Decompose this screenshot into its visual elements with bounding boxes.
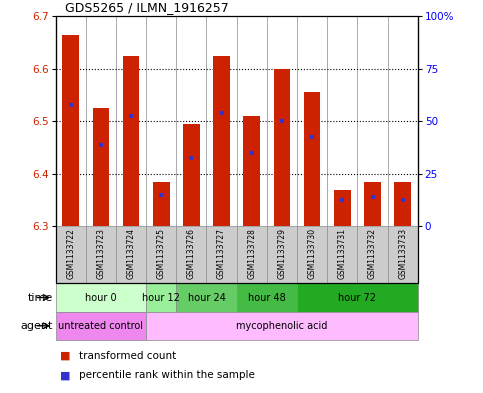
Text: hour 0: hour 0 — [85, 292, 116, 303]
Text: GSM1133722: GSM1133722 — [66, 228, 75, 279]
Text: GSM1133726: GSM1133726 — [187, 228, 196, 279]
Bar — [213, 55, 230, 226]
Bar — [334, 189, 351, 226]
Text: mycophenolic acid: mycophenolic acid — [236, 321, 327, 331]
Bar — [395, 182, 411, 226]
Text: hour 12: hour 12 — [142, 292, 180, 303]
Text: GSM1133731: GSM1133731 — [338, 228, 347, 279]
Text: time: time — [28, 292, 53, 303]
Text: ■: ■ — [60, 370, 71, 380]
Bar — [123, 55, 139, 226]
Text: transformed count: transformed count — [79, 351, 176, 361]
Bar — [274, 69, 290, 226]
Bar — [304, 92, 320, 226]
Text: hour 24: hour 24 — [187, 292, 226, 303]
Bar — [243, 116, 260, 226]
Text: GSM1133730: GSM1133730 — [308, 228, 317, 279]
Text: GSM1133732: GSM1133732 — [368, 228, 377, 279]
Bar — [183, 124, 199, 226]
Text: GDS5265 / ILMN_1916257: GDS5265 / ILMN_1916257 — [65, 1, 229, 14]
Bar — [93, 108, 109, 226]
Text: percentile rank within the sample: percentile rank within the sample — [79, 370, 255, 380]
Text: hour 48: hour 48 — [248, 292, 286, 303]
Bar — [153, 182, 170, 226]
Text: GSM1133729: GSM1133729 — [277, 228, 286, 279]
Text: agent: agent — [21, 321, 53, 331]
Text: GSM1133733: GSM1133733 — [398, 228, 407, 279]
Text: GSM1133724: GSM1133724 — [127, 228, 136, 279]
Text: GSM1133727: GSM1133727 — [217, 228, 226, 279]
Text: hour 72: hour 72 — [339, 292, 376, 303]
Text: ■: ■ — [60, 351, 71, 361]
Bar — [364, 182, 381, 226]
Text: GSM1133725: GSM1133725 — [156, 228, 166, 279]
Text: GSM1133728: GSM1133728 — [247, 228, 256, 279]
Bar — [62, 35, 79, 226]
Text: untreated control: untreated control — [58, 321, 143, 331]
Text: GSM1133723: GSM1133723 — [96, 228, 105, 279]
